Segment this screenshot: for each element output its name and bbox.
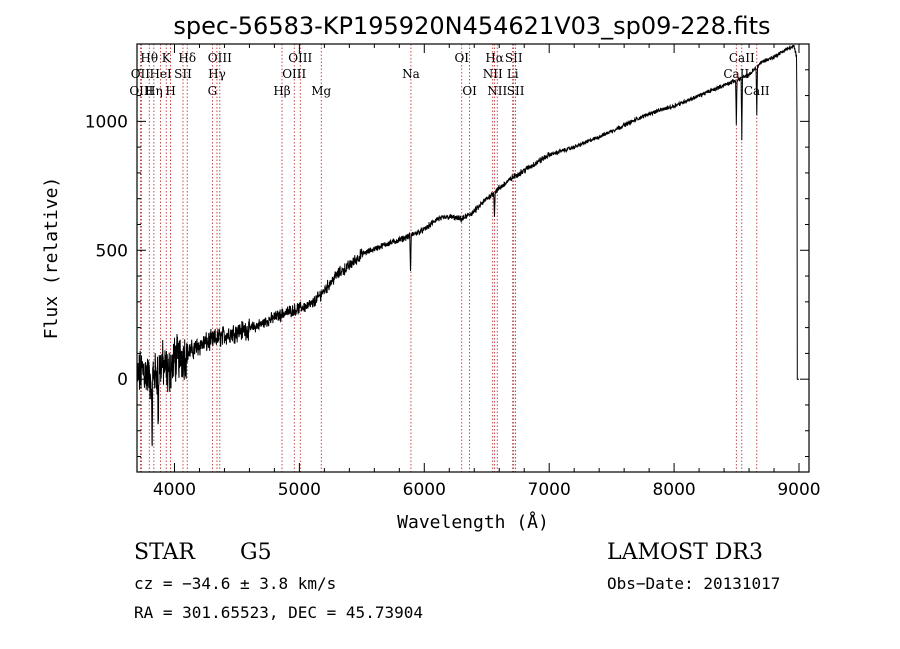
spectral-line-label: OIII: [129, 84, 153, 98]
spectral-line-label: CaII: [729, 51, 755, 65]
spectral-line-label: Hα: [485, 51, 504, 65]
spectral-line-label: Mg: [311, 84, 331, 98]
x-tick-label: 4000: [153, 480, 196, 500]
spectral-line-label: HeI: [149, 67, 172, 81]
y-axis-label: Flux (relative): [41, 177, 62, 340]
spectral-line-label: Hθ: [140, 51, 158, 65]
object-subclass: G5: [240, 540, 272, 565]
spectrum-series: [136, 44, 799, 447]
survey-name: LAMOST DR3: [607, 540, 763, 565]
x-axis-label: Wavelength (Å): [397, 511, 549, 533]
object-type: STAR: [134, 540, 195, 565]
spectral-line-label: Hδ: [178, 51, 196, 65]
spectral-line-label: H: [165, 84, 175, 98]
spectral-line-label: NII: [483, 67, 503, 81]
spectral-line-label: NII: [487, 84, 507, 98]
plot-frame: [136, 43, 810, 473]
spectral-line-label: K: [162, 51, 172, 65]
x-tick-label: 5000: [278, 480, 321, 500]
y-tick-label: 500: [96, 241, 128, 261]
x-tick-label: 6000: [403, 480, 446, 500]
spectral-line-markers: Hθ OII OIII K HeI Hη H Hδ SII OIII Hγ G Hβ OIII OIII Mg…: [129, 44, 770, 472]
spectral-line-label: SII: [174, 67, 192, 81]
y-tick-label: 1000: [85, 112, 128, 132]
spectral-line-label: OII: [131, 67, 151, 81]
chart-title: spec-56583-KP195920N454621V03_sp09-228.f…: [173, 12, 770, 40]
spectrum-chart: spec-56583-KP195920N454621V03_sp09-228.f…: [41, 12, 821, 533]
spectral-line-label: G: [208, 84, 218, 98]
spectral-line-label: CaII: [723, 67, 749, 81]
x-tick-label: 7000: [528, 480, 571, 500]
spectral-line-label: SII: [505, 51, 523, 65]
spectral-line-label: OI: [454, 51, 469, 65]
x-tick-label: 8000: [652, 480, 695, 500]
spectrum-line: [136, 44, 799, 447]
spectral-line-label: OI: [462, 84, 477, 98]
spectral-line-label: Hγ: [208, 67, 226, 81]
spectral-line-label: OIII: [288, 51, 312, 65]
spectral-line-label: OIII: [208, 51, 232, 65]
spectral-line-label: SII: [507, 84, 525, 98]
spectral-line-label: Hβ: [273, 84, 290, 98]
spectral-line-label: OIII: [282, 67, 306, 81]
coordinates: RA = 301.65523, DEC = 45.73904: [134, 603, 423, 622]
redshift-cz: cz = −34.6 ± 3.8 km/s: [134, 574, 337, 593]
spectral-line-label: Na: [402, 67, 420, 81]
y-tick-label: 0: [117, 370, 128, 390]
x-tick-label: 9000: [777, 480, 820, 500]
spectral-line-label: Hη: [145, 84, 163, 98]
spectral-line-label: Li: [507, 67, 519, 81]
axis-ticks: 4000 5000 6000 7000 8000 9000 0 500 1000: [85, 43, 821, 500]
observation-date: Obs−Date: 20131017: [607, 574, 781, 593]
